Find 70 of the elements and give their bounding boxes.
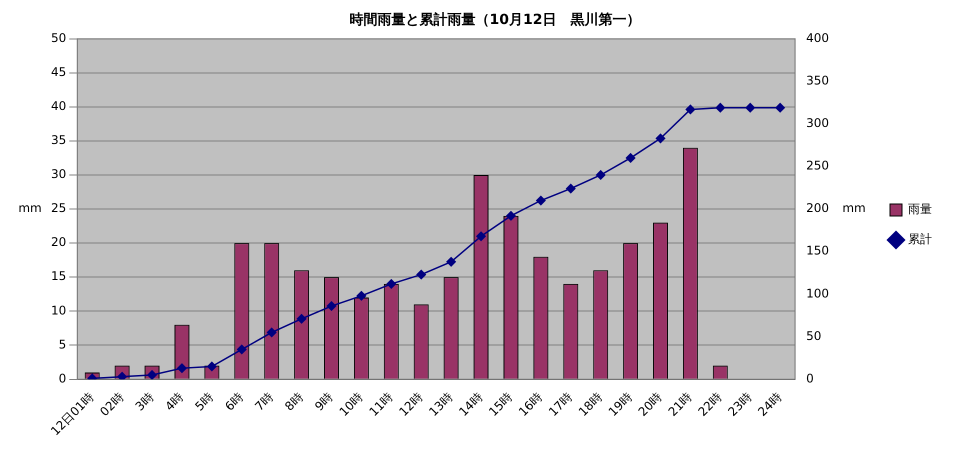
x-tick-label: 16時 [516,390,546,419]
y-tick-label: 5 [58,337,66,352]
point [266,328,276,338]
y-tick-label: 35 [50,133,66,148]
x-tick-label: 22時 [695,390,725,419]
point [656,134,666,144]
x-tick-label: 9時 [312,390,336,414]
x-tick-label: 21時 [666,390,695,419]
x-tick-label: 18時 [576,390,606,419]
y2-tick-label: 200 [806,201,829,216]
point [237,344,247,354]
x-tick-label: 12日01時 [48,390,97,438]
point [326,301,336,311]
x-tick-label: 8時 [282,390,306,414]
x-tick-label: 4時 [162,390,186,414]
x-tick-label: 23時 [725,390,755,419]
y-tick-label: 30 [50,167,66,182]
y2-tick-label: 150 [806,244,829,258]
x-tick-label: 7時 [252,390,276,414]
x-tick-label: 10時 [336,390,366,419]
point [596,170,606,180]
y-tick-label: 40 [50,99,66,114]
x-tick-label: 12時 [396,390,426,419]
point [626,153,636,163]
chart-title: 時間雨量と累計雨量（10月12日 黒川第一） [350,12,640,28]
point [207,362,217,372]
point [716,102,726,112]
x-tick-label: 24時 [755,390,784,419]
point [296,314,306,324]
point [686,104,696,114]
point [506,211,516,221]
y2-tick-label: 400 [806,30,829,45]
x-tick-label: 3時 [132,390,156,414]
y2-tick-label: 50 [806,328,822,343]
y2-axis-title: mm [842,201,866,216]
y-tick-label: 20 [50,235,66,250]
point [177,363,187,373]
point [446,257,456,267]
y2-tick-label: 0 [806,371,814,386]
y-tick-label: 50 [50,30,66,45]
x-tick-label: 6時 [222,390,246,414]
y2-tick-label: 100 [806,286,829,300]
y2-tick-label: 250 [806,158,829,173]
legend-label: 累計 [908,232,932,246]
x-tick-label: 20時 [636,390,665,419]
x-tick-label: 13時 [426,390,456,419]
y-tick-label: 10 [50,303,66,318]
y-tick-label: 25 [50,201,66,216]
x-tick-label: 14時 [456,390,486,419]
y-tick-label: 0 [58,371,66,386]
point [476,232,486,242]
point [356,291,366,301]
y-tick-label: 45 [50,64,66,79]
point [745,102,755,112]
point [386,279,396,289]
point [566,184,576,194]
x-tick-label: 19時 [606,390,635,419]
y-axis-title: mm [18,201,42,216]
point [416,270,426,280]
y2-tick-label: 300 [806,116,829,130]
point [536,196,546,206]
x-tick-label: 5時 [192,390,216,414]
x-tick-label: 02時 [97,390,126,419]
y2-tick-label: 350 [806,73,829,88]
y-tick-label: 15 [50,269,66,284]
point [775,102,785,112]
x-tick-label: 11時 [366,390,396,419]
x-tick-label: 17時 [546,390,576,419]
x-tick-label: 15時 [486,390,516,419]
legend-label: 雨量 [908,202,932,216]
